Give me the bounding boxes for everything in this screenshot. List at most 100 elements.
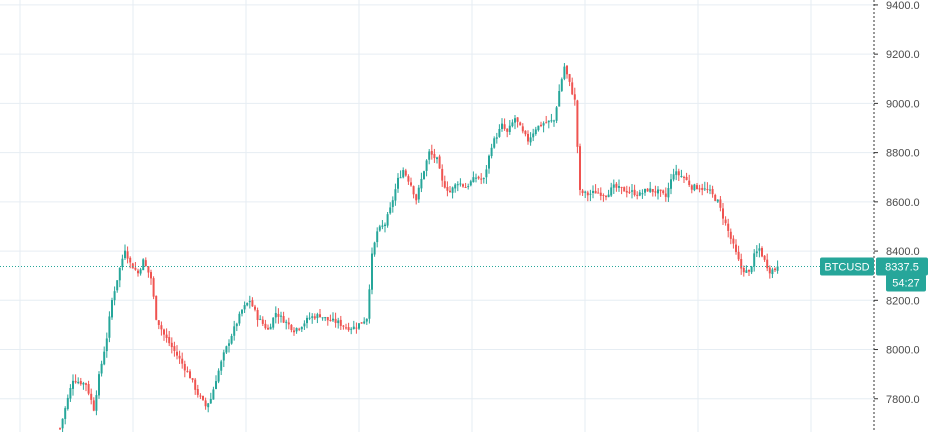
candle-body bbox=[103, 351, 106, 365]
candle-body bbox=[428, 151, 431, 160]
candle-body bbox=[243, 305, 246, 310]
candle-body bbox=[246, 302, 249, 306]
candle bbox=[454, 183, 457, 193]
price-axis[interactable]: 7800.0 8000.0 8200.0 8400.0 8600.0 8800.0 9000… bbox=[874, 0, 920, 406]
candle-body bbox=[300, 327, 303, 330]
candle-body bbox=[329, 319, 332, 322]
candle-body bbox=[490, 147, 493, 157]
candle bbox=[602, 193, 605, 202]
candle bbox=[672, 168, 675, 182]
candle-body bbox=[222, 352, 225, 361]
candle bbox=[350, 327, 353, 335]
candle-body bbox=[381, 225, 384, 227]
candle bbox=[92, 397, 95, 412]
candle-body bbox=[295, 328, 298, 332]
countdown-badge bbox=[886, 274, 926, 292]
candle bbox=[464, 182, 467, 189]
candle bbox=[508, 120, 511, 135]
candle bbox=[316, 312, 319, 324]
candle-body bbox=[77, 381, 80, 383]
candle bbox=[625, 185, 628, 198]
candle bbox=[758, 243, 761, 258]
candle bbox=[586, 190, 589, 202]
candle-body bbox=[469, 181, 472, 186]
candle bbox=[443, 175, 446, 189]
candle bbox=[612, 179, 615, 194]
candle-body bbox=[326, 317, 329, 321]
candle-body bbox=[498, 128, 501, 137]
candle bbox=[433, 148, 436, 163]
candle bbox=[118, 267, 121, 288]
candle bbox=[282, 311, 285, 324]
axis-tick-label: 9200.0 bbox=[886, 49, 920, 61]
candle bbox=[238, 311, 241, 326]
candle-body bbox=[761, 248, 763, 257]
candle-body bbox=[527, 133, 529, 142]
candle-body bbox=[217, 370, 220, 382]
candle-body bbox=[636, 194, 639, 196]
candle-body bbox=[215, 381, 217, 389]
candle-body bbox=[303, 323, 306, 327]
candle-body bbox=[475, 177, 477, 179]
candle-body bbox=[566, 65, 568, 75]
candle bbox=[111, 297, 113, 320]
candle-body bbox=[560, 79, 563, 91]
candle bbox=[477, 175, 480, 180]
candle-body bbox=[98, 374, 100, 396]
candle-body bbox=[100, 363, 103, 374]
candle bbox=[745, 265, 748, 273]
symbol-label: BTCUSD bbox=[824, 261, 869, 273]
candle bbox=[547, 120, 550, 129]
candle bbox=[761, 246, 763, 258]
candle-body bbox=[488, 155, 490, 169]
candle bbox=[326, 316, 329, 326]
candle-body bbox=[220, 361, 223, 371]
candle-body bbox=[706, 188, 709, 190]
candle bbox=[295, 327, 298, 334]
candle-body bbox=[449, 190, 451, 193]
candle bbox=[165, 328, 168, 343]
candle bbox=[230, 333, 233, 345]
candle-body bbox=[516, 117, 519, 122]
candle-body bbox=[576, 100, 579, 147]
candle bbox=[410, 177, 412, 187]
candle-body bbox=[82, 382, 85, 385]
candle bbox=[527, 130, 529, 145]
candle-body bbox=[472, 177, 475, 183]
candle bbox=[605, 195, 607, 201]
candle bbox=[768, 265, 771, 279]
candle bbox=[189, 369, 191, 379]
candle bbox=[274, 306, 277, 324]
candle bbox=[415, 193, 418, 205]
candle bbox=[173, 341, 176, 357]
candle bbox=[654, 185, 657, 197]
candle-body bbox=[85, 383, 87, 385]
candle bbox=[592, 185, 594, 199]
candle bbox=[568, 73, 571, 87]
candle-body bbox=[771, 269, 774, 275]
candle bbox=[750, 265, 753, 275]
candle-body bbox=[698, 188, 701, 190]
axis-tick-label: 8600.0 bbox=[886, 197, 920, 209]
candle-body bbox=[134, 267, 137, 270]
candle bbox=[690, 184, 693, 194]
candle-body bbox=[680, 175, 683, 177]
candle-body bbox=[365, 318, 368, 322]
candle-body bbox=[443, 181, 446, 188]
candle bbox=[417, 184, 420, 203]
candle-body bbox=[290, 324, 293, 331]
candle-body bbox=[563, 66, 566, 79]
candle bbox=[737, 245, 740, 262]
candle bbox=[191, 377, 194, 383]
candle-body bbox=[163, 329, 165, 335]
candle bbox=[347, 322, 350, 332]
candle bbox=[529, 132, 532, 146]
candle bbox=[95, 390, 98, 416]
candle-body bbox=[92, 400, 95, 411]
candle-body bbox=[95, 395, 98, 411]
candle bbox=[311, 313, 314, 324]
candle bbox=[581, 188, 584, 196]
candle-body bbox=[399, 177, 402, 179]
